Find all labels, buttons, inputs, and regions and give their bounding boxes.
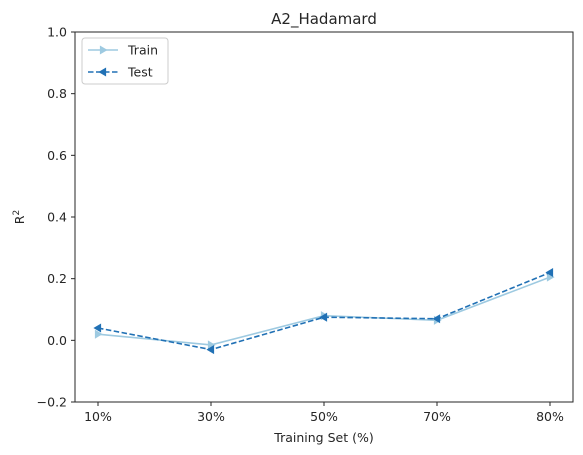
y-tick-label: 1.0 [47,25,67,40]
test-point [432,314,441,324]
x-axis: 10% 30% 50% 70% 80% [84,402,564,424]
x-axis-label: Training Set (%) [273,430,373,445]
test-point [319,312,328,322]
y-tick-label: 0.2 [47,271,67,286]
y-tick-label: 0.4 [47,210,67,225]
test-series-line [97,271,551,351]
legend-train-label: Train [127,43,158,58]
test-point [93,323,102,333]
y-tick-label: 0.6 [47,148,67,163]
x-tick-label: 50% [310,409,338,424]
y-axis-label-text: R [12,215,27,224]
y-tick-label: 0.0 [47,333,67,348]
train-series-line [97,276,551,346]
legend-train-marker [99,45,108,55]
y-axis-label: R2 [12,210,27,224]
legend: Train Test [81,37,169,85]
x-tick-label: 30% [197,409,225,424]
x-tick-label: 10% [84,409,112,424]
x-tick-label: 80% [536,409,564,424]
train-point [94,329,103,339]
x-tick-label: 70% [423,409,451,424]
legend-test-label: Test [127,65,153,80]
y-axis: −0.2 0.0 0.2 0.4 0.6 0.8 1.0 [37,25,75,410]
y-tick-label: −0.2 [37,395,67,410]
plot-area [74,31,574,403]
chart-title: A2_Hadamard [271,10,377,29]
y-tick-label: 0.8 [47,86,67,101]
y-axis-label-superscript: 2 [12,210,22,216]
test-point [206,345,215,355]
test-point [545,267,554,278]
series-layer [93,267,555,355]
legend-test-marker [98,67,107,77]
